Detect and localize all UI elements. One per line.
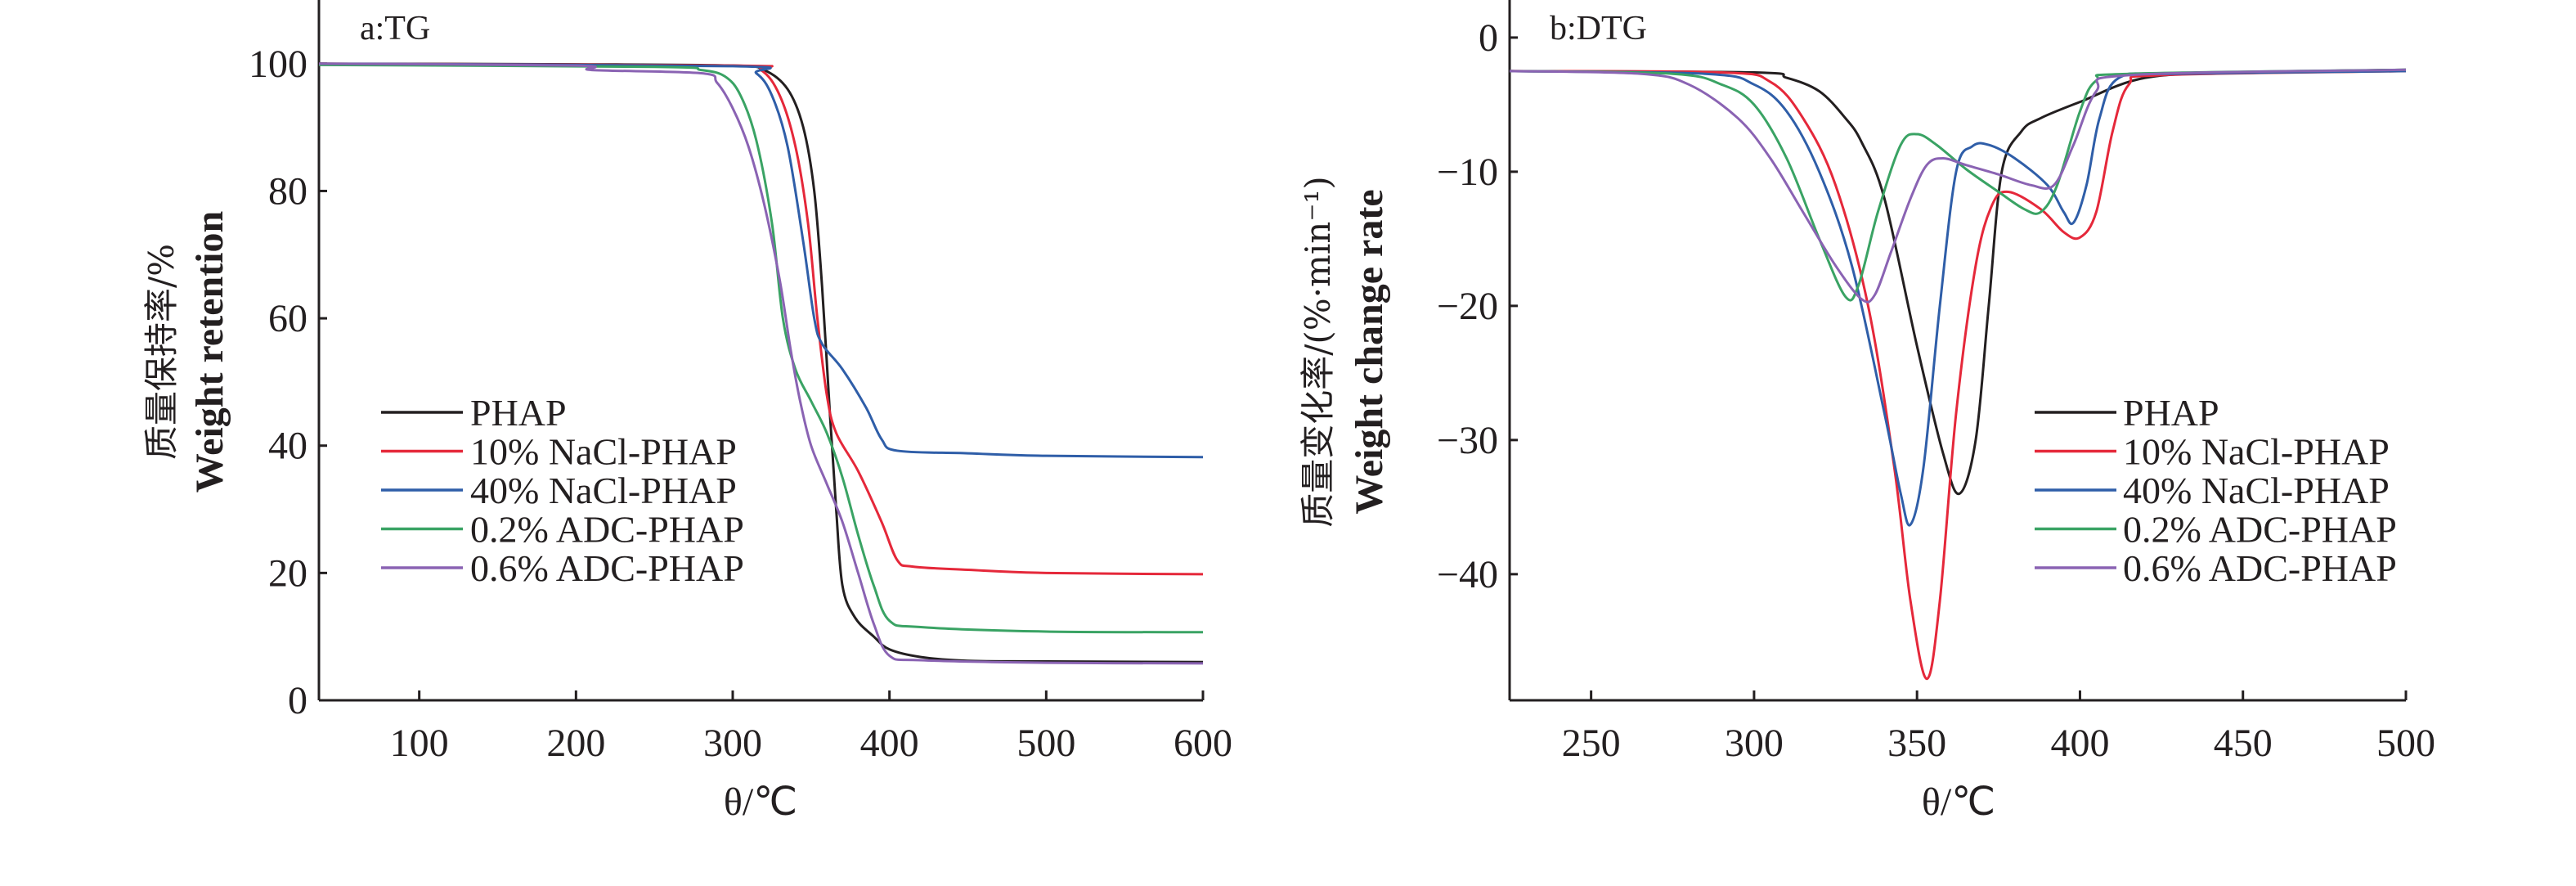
y-tick-label: −20 [1437, 285, 1498, 328]
x-tick-label: 400 [2050, 722, 2109, 765]
x-axis-label: θ/℃ [724, 780, 797, 824]
y-tick-label: −40 [1437, 553, 1498, 596]
series-line-40-nacl-phap [318, 62, 1204, 459]
x-tick-label: 300 [1725, 722, 1784, 765]
chart-title: a:TG [360, 10, 430, 47]
x-tick-label: 500 [2376, 722, 2435, 765]
y-tick-label: 60 [268, 297, 307, 340]
legend-label: 40% NaCl-PHAP [2123, 470, 2390, 511]
x-tick-label: 300 [703, 722, 762, 765]
legend-label: 0.6% ADC-PHAP [470, 547, 744, 589]
legend-label: PHAP [470, 392, 567, 434]
x-tick-label: 400 [860, 722, 919, 765]
series-line-0-6-adc-phap [318, 62, 1204, 665]
x-tick-label: 600 [1174, 722, 1232, 765]
y-axis-label-cn: 质量变化率/(%·min⁻¹) [1298, 176, 1338, 528]
series-line-0-2-adc-phap [318, 63, 1204, 634]
series-line-0-2-adc-phap [1509, 68, 2407, 302]
x-tick-label: 450 [2214, 722, 2273, 765]
series-line-10-nacl-phap [318, 62, 1204, 576]
y-tick-label: −10 [1437, 151, 1498, 194]
y-axis-label-cn: 质量保持率/% [141, 244, 182, 460]
y-tick-label: −30 [1437, 419, 1498, 462]
legend-label: 0.2% ADC-PHAP [2123, 509, 2397, 551]
y-axis-label-en: Weight retention [188, 211, 231, 492]
x-tick-label: 250 [1562, 722, 1621, 765]
x-tick-label: 100 [390, 722, 449, 765]
x-tick-label: 200 [546, 722, 605, 765]
series-line-10-nacl-phap [1509, 70, 2407, 681]
chart-title: b:DTG [1550, 10, 1647, 47]
legend-label: 10% NaCl-PHAP [2123, 431, 2390, 473]
legend-label: 10% NaCl-PHAP [470, 431, 737, 473]
legend-label: 0.6% ADC-PHAP [2123, 547, 2397, 589]
x-axis-label: θ/℃ [1922, 780, 1995, 824]
y-tick-label: 80 [268, 169, 307, 213]
y-tick-label: 40 [268, 425, 307, 468]
series-line-40-nacl-phap [1509, 70, 2407, 527]
y-tick-label: 0 [1479, 16, 1498, 60]
tg-chart: 100 200 300 400 500 600 0 20 40 60 80 100 a:TG θ/℃ 质量保… [141, 0, 1232, 824]
series-line-0-6-adc-phap [1509, 68, 2407, 304]
y-tick-label: 20 [268, 551, 307, 595]
series-line-phap [1509, 68, 2407, 495]
legend-label: 40% NaCl-PHAP [470, 470, 737, 511]
x-tick-label: 350 [1887, 722, 1946, 765]
legend-label: 0.2% ADC-PHAP [470, 509, 744, 551]
legend-label: PHAP [2123, 392, 2219, 434]
y-tick-label: 100 [249, 43, 307, 86]
x-tick-label: 500 [1016, 722, 1075, 765]
y-tick-label: 0 [288, 679, 307, 722]
dtg-chart: 250 300 350 400 450 500 0 −10 −20 −30 −40 b:DTG θ/℃ 质… [1298, 0, 2435, 824]
y-axis-label-en: Weight change rate [1348, 189, 1391, 514]
